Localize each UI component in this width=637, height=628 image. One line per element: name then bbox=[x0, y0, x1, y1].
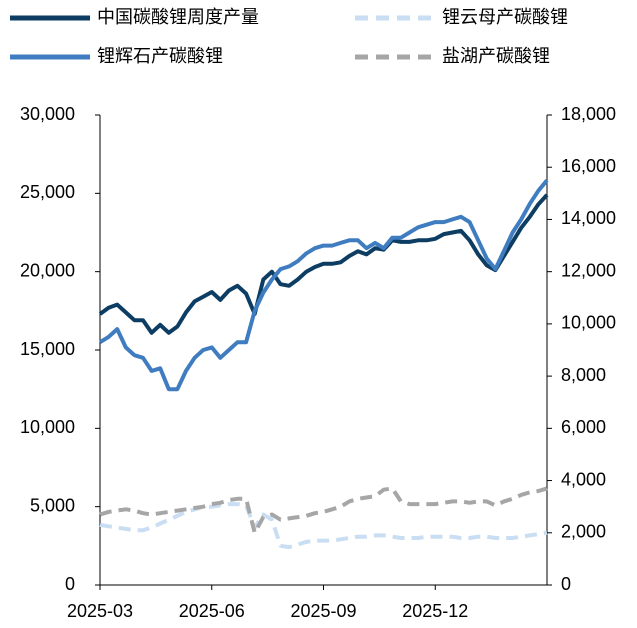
y2-tick-label: 2,000 bbox=[561, 522, 606, 542]
y-tick-label: 25,000 bbox=[20, 182, 75, 202]
y-tick-label: 15,000 bbox=[20, 339, 75, 359]
legend-label: 锂辉石产碳酸锂 bbox=[97, 46, 223, 67]
y2-tick-label: 10,000 bbox=[561, 313, 616, 333]
legend-label: 锂云母产碳酸锂 bbox=[442, 7, 568, 28]
series-line bbox=[98, 193, 549, 335]
series-line bbox=[99, 486, 548, 535]
y-tick-label: 20,000 bbox=[20, 260, 75, 280]
legend-label: 盐湖产碳酸锂 bbox=[442, 46, 550, 67]
series-line bbox=[98, 179, 549, 392]
x-tick-label: 2025-06 bbox=[179, 601, 245, 621]
y-tick-label: 5,000 bbox=[30, 495, 75, 515]
y2-tick-label: 18,000 bbox=[561, 104, 616, 124]
y-tick-label: 10,000 bbox=[20, 417, 75, 437]
series-line bbox=[99, 502, 548, 550]
x-tick-label: 2025-12 bbox=[402, 601, 468, 621]
y2-tick-label: 0 bbox=[561, 574, 571, 594]
y2-tick-label: 14,000 bbox=[561, 208, 616, 228]
legend-label: 中国碳酸锂周度产量 bbox=[97, 7, 259, 28]
y2-tick-label: 12,000 bbox=[561, 260, 616, 280]
x-tick-label: 2025-03 bbox=[67, 601, 133, 621]
y-tick-label: 0 bbox=[65, 574, 75, 594]
y2-tick-label: 16,000 bbox=[561, 156, 616, 176]
y2-tick-label: 6,000 bbox=[561, 417, 606, 437]
y2-tick-label: 4,000 bbox=[561, 469, 606, 489]
x-tick-label: 2025-09 bbox=[290, 601, 356, 621]
y-tick-label: 30,000 bbox=[20, 104, 75, 124]
y2-tick-label: 8,000 bbox=[561, 365, 606, 385]
